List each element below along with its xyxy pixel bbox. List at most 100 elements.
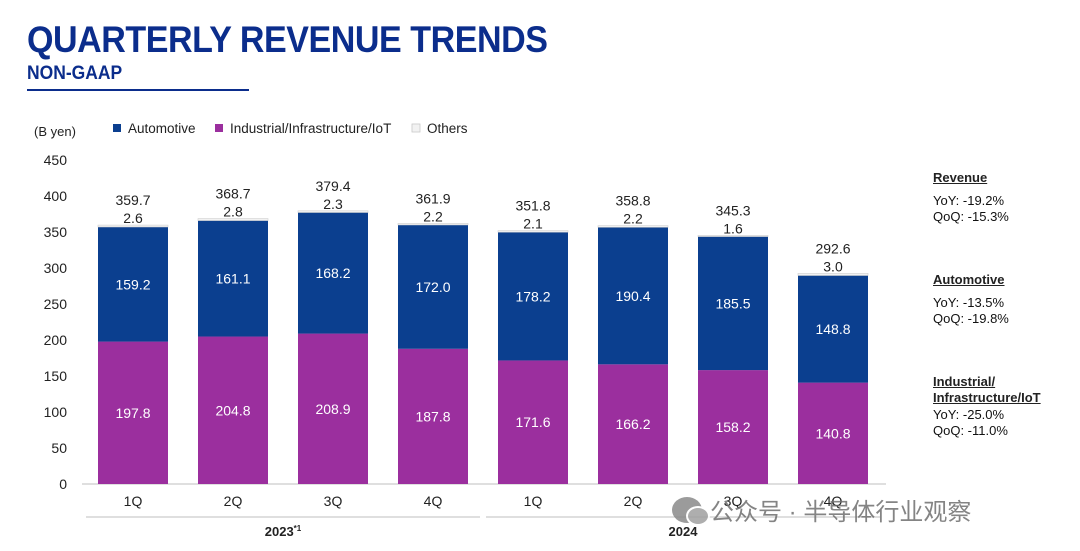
y-tick-label: 300 bbox=[44, 260, 68, 276]
x-tick-label: 2Q bbox=[224, 493, 243, 509]
title-underline bbox=[27, 89, 249, 91]
legend-swatch bbox=[113, 124, 121, 132]
bar-segment-others bbox=[297, 210, 369, 213]
total-label: 292.6 bbox=[815, 240, 850, 256]
bar-segment-automotive bbox=[198, 220, 268, 337]
bar-segment-others bbox=[797, 273, 869, 276]
value-label-industrial: 158.2 bbox=[715, 419, 750, 435]
revenue-heading: Revenue bbox=[933, 170, 988, 185]
value-label-industrial: 204.8 bbox=[215, 402, 250, 418]
wechat-icon bbox=[672, 496, 710, 526]
value-label-automotive: 161.1 bbox=[215, 271, 250, 287]
bar-segment-automotive bbox=[798, 275, 868, 383]
value-label-industrial: 171.6 bbox=[515, 414, 550, 430]
legend-swatch bbox=[215, 124, 223, 132]
revenue-qoq: QoQ: -15.3% bbox=[933, 209, 1009, 224]
value-label-others: 2.6 bbox=[123, 210, 143, 226]
industrial-yoy: YoY: -25.0% bbox=[933, 407, 1005, 422]
automotive-heading: Automotive bbox=[933, 272, 1005, 287]
bar-segment-others bbox=[197, 218, 269, 221]
value-label-industrial: 197.8 bbox=[115, 405, 150, 421]
y-tick-label: 100 bbox=[44, 404, 68, 420]
bar-segment-industrial bbox=[198, 336, 268, 484]
value-label-others: 2.2 bbox=[423, 208, 443, 224]
value-label-others: 2.2 bbox=[623, 211, 643, 227]
total-label: 359.7 bbox=[115, 192, 150, 208]
bar-segment-industrial bbox=[698, 370, 768, 484]
value-label-automotive: 185.5 bbox=[715, 295, 750, 311]
automotive-yoy: YoY: -13.5% bbox=[933, 295, 1005, 310]
bar-segment-automotive bbox=[298, 212, 368, 334]
value-label-others: 2.1 bbox=[523, 216, 543, 232]
value-label-automotive: 172.0 bbox=[415, 279, 450, 295]
page-subtitle: NON-GAAP bbox=[27, 63, 123, 84]
total-label: 345.3 bbox=[715, 202, 750, 218]
total-label: 361.9 bbox=[415, 190, 450, 206]
total-label: 379.4 bbox=[315, 178, 350, 194]
y-tick-label: 250 bbox=[44, 296, 68, 312]
x-tick-label: 2Q bbox=[624, 493, 643, 509]
y-tick-label: 350 bbox=[44, 224, 68, 240]
value-label-industrial: 166.2 bbox=[615, 416, 650, 432]
value-label-automotive: 190.4 bbox=[615, 288, 650, 304]
bar-segment-industrial bbox=[598, 364, 668, 484]
revenue-yoy: YoY: -19.2% bbox=[933, 193, 1005, 208]
total-label: 358.8 bbox=[615, 193, 650, 209]
bar-segment-industrial bbox=[798, 382, 868, 484]
industrial-qoq: QoQ: -11.0% bbox=[933, 423, 1008, 438]
y-tick-label: 50 bbox=[51, 440, 67, 456]
y-tick-label: 450 bbox=[44, 152, 68, 168]
x-tick-label: 4Q bbox=[824, 493, 843, 509]
y-tick-label: 200 bbox=[44, 332, 68, 348]
group-label: 2024 bbox=[669, 524, 699, 539]
value-label-automotive: 159.2 bbox=[115, 276, 150, 292]
bar-segment-others bbox=[697, 235, 769, 237]
value-label-automotive: 178.2 bbox=[515, 288, 550, 304]
bar-segment-others bbox=[397, 223, 469, 226]
watermark-text: 公众号 · 半导体行业观察 bbox=[710, 499, 972, 526]
total-label: 368.7 bbox=[215, 186, 250, 202]
bar-segment-automotive bbox=[98, 226, 168, 342]
y-tick-label: 0 bbox=[59, 476, 67, 492]
value-label-others: 2.3 bbox=[323, 196, 343, 212]
industrial-heading-line2: Infrastructure/IoT bbox=[933, 390, 1041, 405]
value-label-industrial: 140.8 bbox=[815, 425, 850, 441]
value-label-automotive: 168.2 bbox=[315, 265, 350, 281]
automotive-qoq: QoQ: -19.8% bbox=[933, 311, 1009, 326]
group-label: 2023*1 bbox=[265, 524, 302, 539]
bar-segment-industrial bbox=[298, 333, 368, 484]
page-title: QUARTERLY REVENUE TRENDS bbox=[27, 19, 548, 60]
x-tick-label: 1Q bbox=[124, 493, 143, 509]
industrial-heading-line1: Industrial/ bbox=[933, 374, 996, 389]
x-tick-label: 4Q bbox=[424, 493, 443, 509]
revenue-summary: Revenue YoY: -19.2% QoQ: -15.3% bbox=[933, 170, 1009, 225]
value-label-others: 3.0 bbox=[823, 258, 843, 274]
legend-label: Automotive bbox=[128, 121, 196, 136]
bar-segment-industrial bbox=[98, 341, 168, 484]
x-tick-label: 1Q bbox=[524, 493, 543, 509]
legend-label: Industrial/Infrastructure/IoT bbox=[230, 121, 391, 136]
bar-segment-others bbox=[597, 225, 669, 228]
bar-segment-industrial bbox=[398, 348, 468, 484]
bar-segment-others bbox=[497, 230, 569, 233]
total-label: 351.8 bbox=[515, 198, 550, 214]
value-label-others: 2.8 bbox=[223, 204, 243, 220]
legend-swatch bbox=[411, 123, 421, 133]
automotive-summary: Automotive YoY: -13.5% QoQ: -19.8% bbox=[933, 272, 1009, 327]
bar-segment-automotive bbox=[598, 227, 668, 365]
bar-segment-others bbox=[97, 224, 169, 228]
bar-segment-automotive bbox=[698, 236, 768, 371]
legend-label: Others bbox=[427, 121, 468, 136]
value-label-industrial: 187.8 bbox=[415, 408, 450, 424]
industrial-summary: Industrial/ Infrastructure/IoT YoY: -25.… bbox=[933, 374, 1041, 439]
watermark: 公众号 · 半导体行业观察 bbox=[672, 492, 971, 527]
value-label-industrial: 208.9 bbox=[315, 401, 350, 417]
y-unit-label: (B yen) bbox=[34, 124, 76, 139]
bar-segment-automotive bbox=[498, 232, 568, 361]
x-tick-label: 3Q bbox=[724, 493, 743, 509]
x-tick-label: 3Q bbox=[324, 493, 343, 509]
y-tick-label: 150 bbox=[44, 368, 68, 384]
value-label-automotive: 148.8 bbox=[815, 321, 850, 337]
y-tick-label: 400 bbox=[44, 188, 68, 204]
